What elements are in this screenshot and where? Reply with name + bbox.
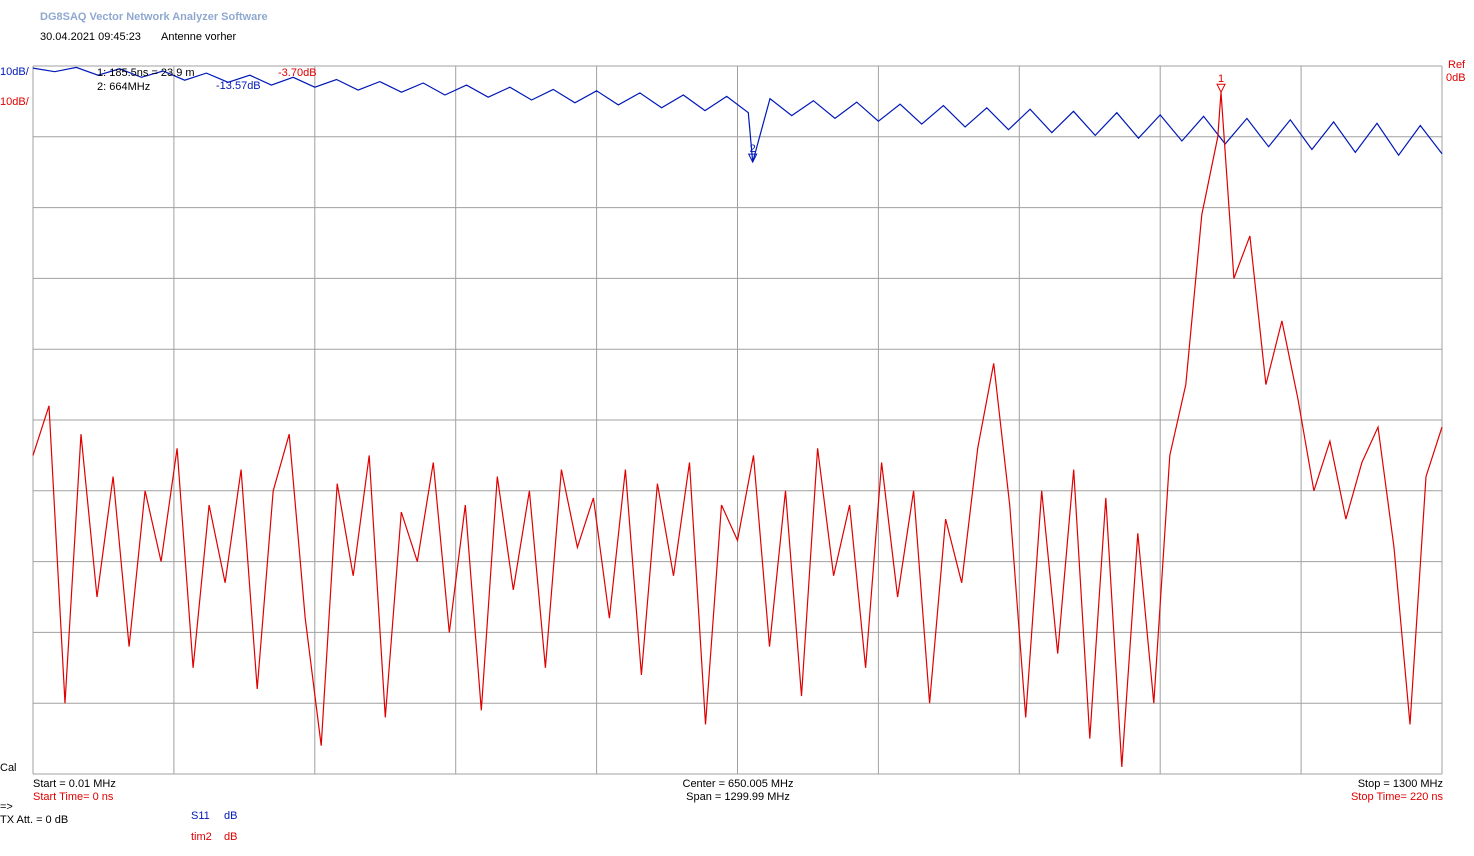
center: Center = 650.005 MHz <box>683 778 794 790</box>
start: Start = 0.01 MHz <box>33 778 116 790</box>
marker-label: 1 <box>1218 73 1224 85</box>
s11-scale: 10dB/ <box>0 66 30 78</box>
stop: Stop = 1300 MHz <box>1358 778 1443 790</box>
ref-label: Ref <box>1448 59 1466 71</box>
ref-value: 0dB <box>1446 72 1466 84</box>
cal-label: Cal <box>0 762 17 774</box>
annotation: Antenne vorher <box>161 31 237 43</box>
tim2-scale: 10dB/ <box>0 96 30 108</box>
marker <box>747 153 758 164</box>
tx-att: TX Att. = 0 dB <box>0 814 68 826</box>
legend-tim2: tim2 <box>191 831 212 843</box>
marker <box>1216 83 1226 94</box>
marker-readout: 2: 664MHz <box>97 81 150 93</box>
timestamp: 30.04.2021 09:45:23 <box>40 31 141 43</box>
trace <box>32 92 1443 767</box>
stop-time: Stop Time= 220 ns <box>1351 791 1444 803</box>
marker-value: -3.70dB <box>278 67 317 79</box>
start-time: Start Time= 0 ns <box>33 791 114 803</box>
marker-value: -13.57dB <box>216 80 261 92</box>
span: Span = 1299.99 MHz <box>686 791 790 803</box>
legend-s11-unit: dB <box>224 810 237 822</box>
trace <box>32 66 1443 163</box>
arrow: => <box>0 801 13 813</box>
app-title: DG8SAQ Vector Network Analyzer Software <box>40 11 268 23</box>
legend-s11: S11 <box>191 810 210 822</box>
marker-label: 2 <box>750 143 756 155</box>
legend-tim2-unit: dB <box>224 831 237 843</box>
marker-readout: 1: 185.5ns = 23.9 m <box>97 67 195 79</box>
